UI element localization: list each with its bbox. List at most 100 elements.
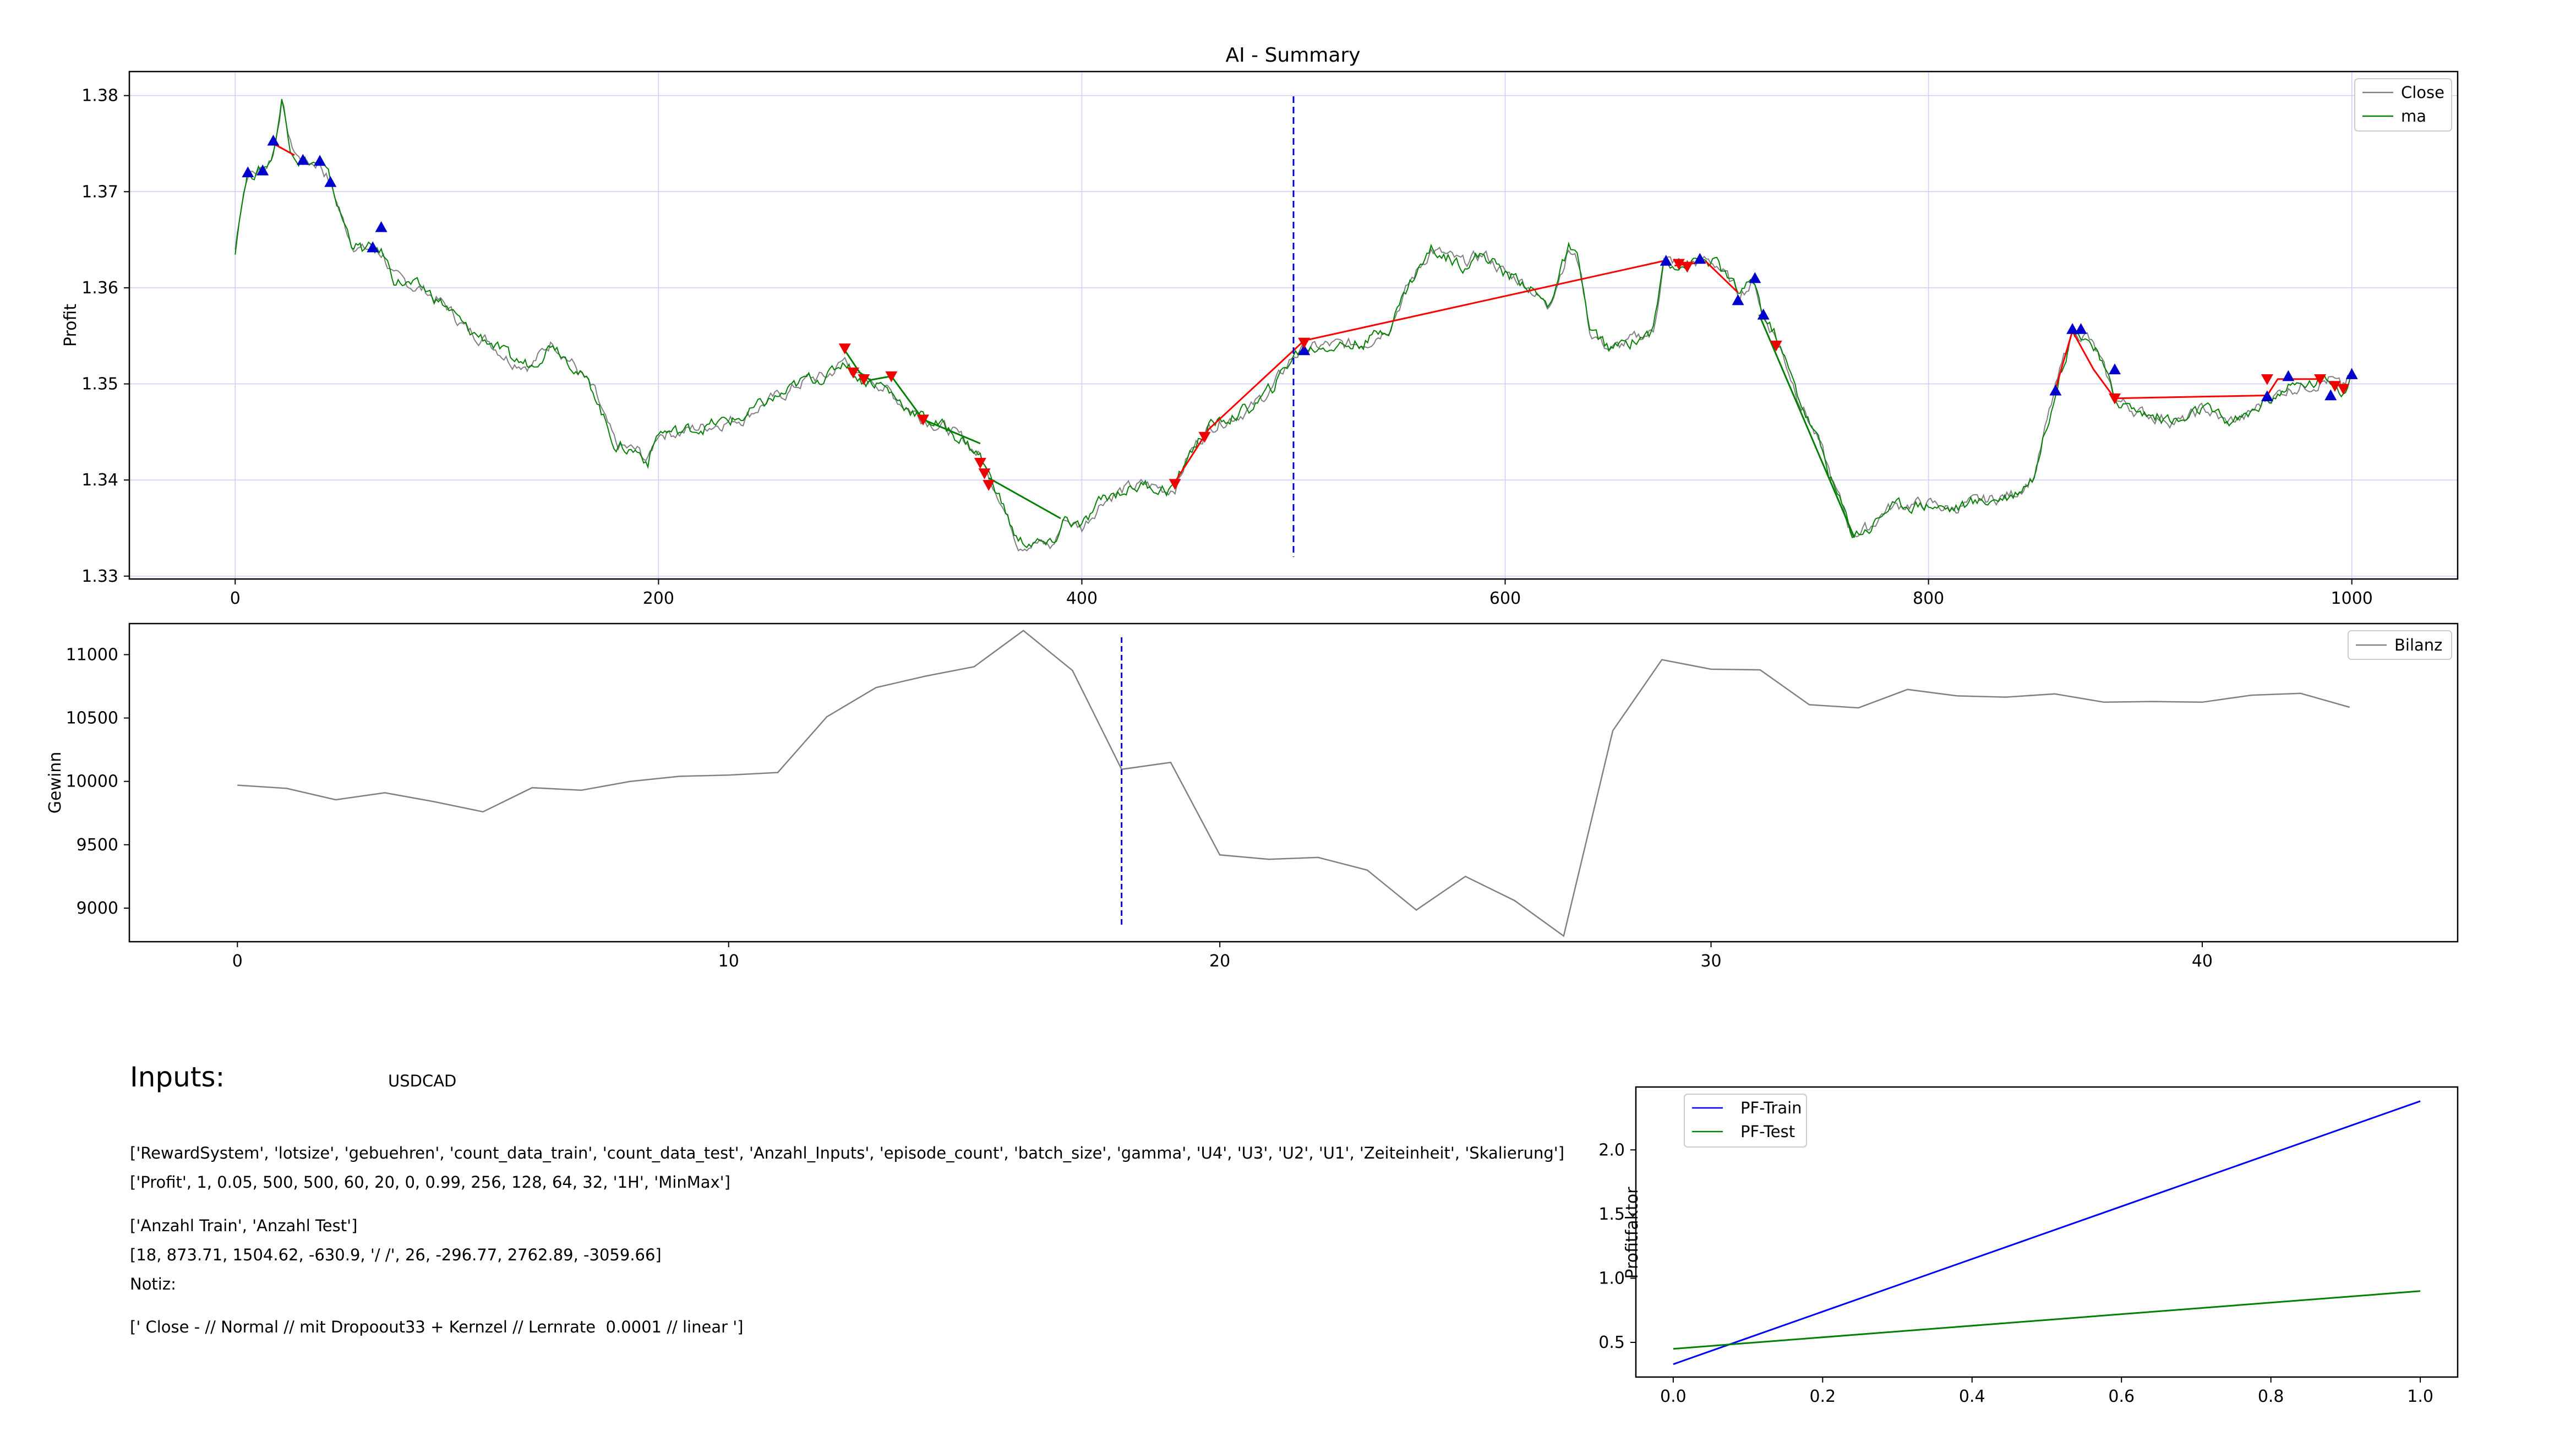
buy-marker [1694,253,1706,264]
chart-title: AI - Summary [1225,44,1360,67]
y-tick-label: 1.34 [81,471,118,490]
x-tick-label: 0.2 [1809,1387,1836,1406]
y-tick-label: 0.5 [1598,1333,1625,1352]
inputs-heading: Inputs: [130,1061,225,1093]
sell-marker [838,343,851,354]
y-tick-label: 11000 [66,645,118,664]
buy-marker [324,176,337,187]
result-names: ['Anzahl Train', 'Anzahl Test'] [130,1216,358,1235]
chart-profitfaktor: 0.0 0.2 0.4 0.6 0.8 1.0 0.5 1.0 1.5 2.0 Profitfak… [1598,1086,2459,1406]
symbol-label: USDCAD [388,1072,457,1090]
y-tick-label: 10500 [66,709,118,728]
sell-marker [1770,340,1782,352]
buy-marker [2345,368,2358,379]
sell-marker [2337,384,2350,395]
y-tick-label: 10000 [66,772,118,791]
y-tick-label: 1.5 [1598,1205,1625,1224]
x-tick-label: 10 [718,952,739,971]
buy-marker [367,241,379,253]
axes-frame [128,622,2459,943]
x-tick-label: 0.8 [2258,1387,2284,1406]
sell-marker [2261,374,2273,385]
buy-marker [2324,389,2337,401]
buy-marker [2066,323,2079,334]
legend: Close ma [2354,78,2452,132]
sell-marker [983,480,995,491]
sell-marker [2328,381,2341,392]
sell-marker [917,414,930,426]
y-axis-label: Gewinn [46,752,65,814]
note-text: [' Close - // Normal // mit Dropoout33 +… [130,1318,744,1336]
pf-test-series-line [1673,1290,2421,1350]
x-tick-label: 0.0 [1660,1387,1687,1406]
legend-label-close: Close [2401,83,2444,102]
note-label: Notiz: [130,1275,176,1293]
buy-marker [2049,384,2062,396]
y-axis-label: Profit [61,304,80,347]
y-tick-label: 2.0 [1598,1140,1625,1160]
y-tick-label: 1.0 [1598,1269,1625,1288]
legend-label-pf-test: PF-Test [1740,1122,1795,1141]
y-axis-label: Profitfaktor [1623,1187,1642,1279]
legend-box [2348,630,2452,660]
buy-marker [1732,294,1744,305]
plot-area [1673,1100,2421,1365]
y-tick-label: 1.38 [81,86,118,106]
y-tick-label: 1.35 [81,375,118,394]
x-tick-label: 0.6 [2108,1387,2135,1406]
axis-ticks: 0 200 400 600 800 1000 1.33 1.34 1.35 1.36 1.37 1.3… [81,86,2373,608]
ma-series-line [234,99,2353,549]
axes-frame [1635,1086,2459,1378]
sell-marker [2109,393,2121,405]
y-tick-label: 1.36 [81,278,118,298]
buy-marker [242,166,254,178]
x-tick-label: 30 [1700,952,1721,971]
axis-ticks: 0 10 20 30 40 9000 9500 10000 10500 11000 [66,645,2213,971]
plot-area [234,96,2358,557]
sell-marker [974,457,986,469]
legend: PF-Train PF-Test [1684,1094,1807,1148]
axes-frame [128,70,2459,580]
buy-marker [1749,272,1761,283]
buy-marker [2282,370,2295,381]
sell-marker [1198,431,1211,443]
buy-marker [314,155,326,166]
buy-marker [1757,308,1770,320]
pf-train-series-line [1673,1100,2421,1365]
x-tick-label: 0.4 [1959,1387,1985,1406]
buy-marker [1298,344,1311,356]
sell-marker [1169,479,1181,490]
bilanz-series-line [237,630,2350,937]
legend-label-pf-train: PF-Train [1740,1099,1802,1117]
x-tick-label: 0 [230,589,241,608]
legend: Bilanz [2348,630,2452,660]
buy-marker [297,154,309,165]
buy-marker [2075,323,2087,334]
trade-line [1174,260,1664,483]
sell-marker [847,367,860,379]
parameter-names: ['RewardSystem', 'lotsize', 'gebuehren',… [130,1144,1565,1162]
x-tick-label: 20 [1209,952,1230,971]
buy-marker [256,164,269,176]
sell-marker [1298,337,1311,349]
sell-marker [858,374,870,385]
plot-area [237,630,2350,937]
y-tick-label: 1.33 [81,567,118,586]
x-tick-label: 1000 [2331,589,2373,608]
legend-label-ma: ma [2401,107,2426,125]
x-tick-label: 800 [1913,589,1944,608]
trade-line [988,477,1061,520]
result-values: [18, 873.71, 1504.62, -630.9, '/ /', 26,… [130,1246,662,1264]
buy-marker [2261,390,2273,402]
y-tick-label: 9000 [77,899,118,918]
sell-marker [2314,374,2327,385]
x-tick-label: 0 [232,952,243,971]
buy-marker [1660,255,1672,266]
buy-marker [2109,363,2121,375]
x-tick-label: 600 [1489,589,1521,608]
y-tick-label: 1.37 [81,182,118,201]
x-tick-label: 1.0 [2407,1387,2433,1406]
axis-ticks: 0.0 0.2 0.4 0.6 0.8 1.0 0.5 1.0 1.5 2.0 [1598,1140,2433,1406]
